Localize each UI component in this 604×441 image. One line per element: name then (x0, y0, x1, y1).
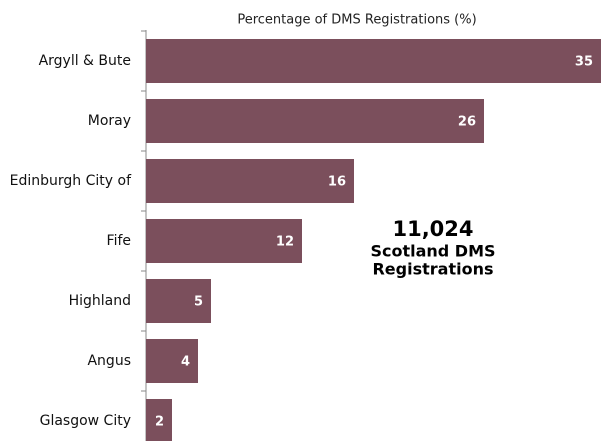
annotation-text: Registrations (372, 260, 493, 279)
annotation-number: 11,024 (392, 217, 473, 241)
y-tick-label: Argyll & Bute (39, 53, 131, 69)
y-tick-label: Glasgow City (40, 413, 131, 429)
bar (146, 219, 302, 263)
value-label: 35 (575, 55, 593, 70)
value-label: 16 (328, 175, 346, 190)
annotation-text: Scotland DMS (370, 242, 495, 261)
bar (146, 279, 211, 323)
y-tick-label: Fife (107, 233, 131, 249)
chart-title: Percentage of DMS Registrations (%) (237, 13, 476, 28)
bar (146, 399, 172, 441)
y-tick-label: Angus (87, 353, 131, 369)
value-label: 2 (155, 415, 164, 430)
bar (146, 39, 601, 83)
value-label: 5 (194, 295, 203, 310)
bar (146, 339, 198, 383)
y-tick-label: Edinburgh City of (10, 173, 132, 189)
bar (146, 99, 484, 143)
y-tick-label: Moray (88, 113, 131, 129)
value-label: 4 (181, 355, 190, 370)
value-label: 12 (276, 235, 294, 250)
y-tick-label: Highland (69, 293, 131, 309)
value-label: 26 (458, 115, 476, 130)
bar (146, 159, 354, 203)
